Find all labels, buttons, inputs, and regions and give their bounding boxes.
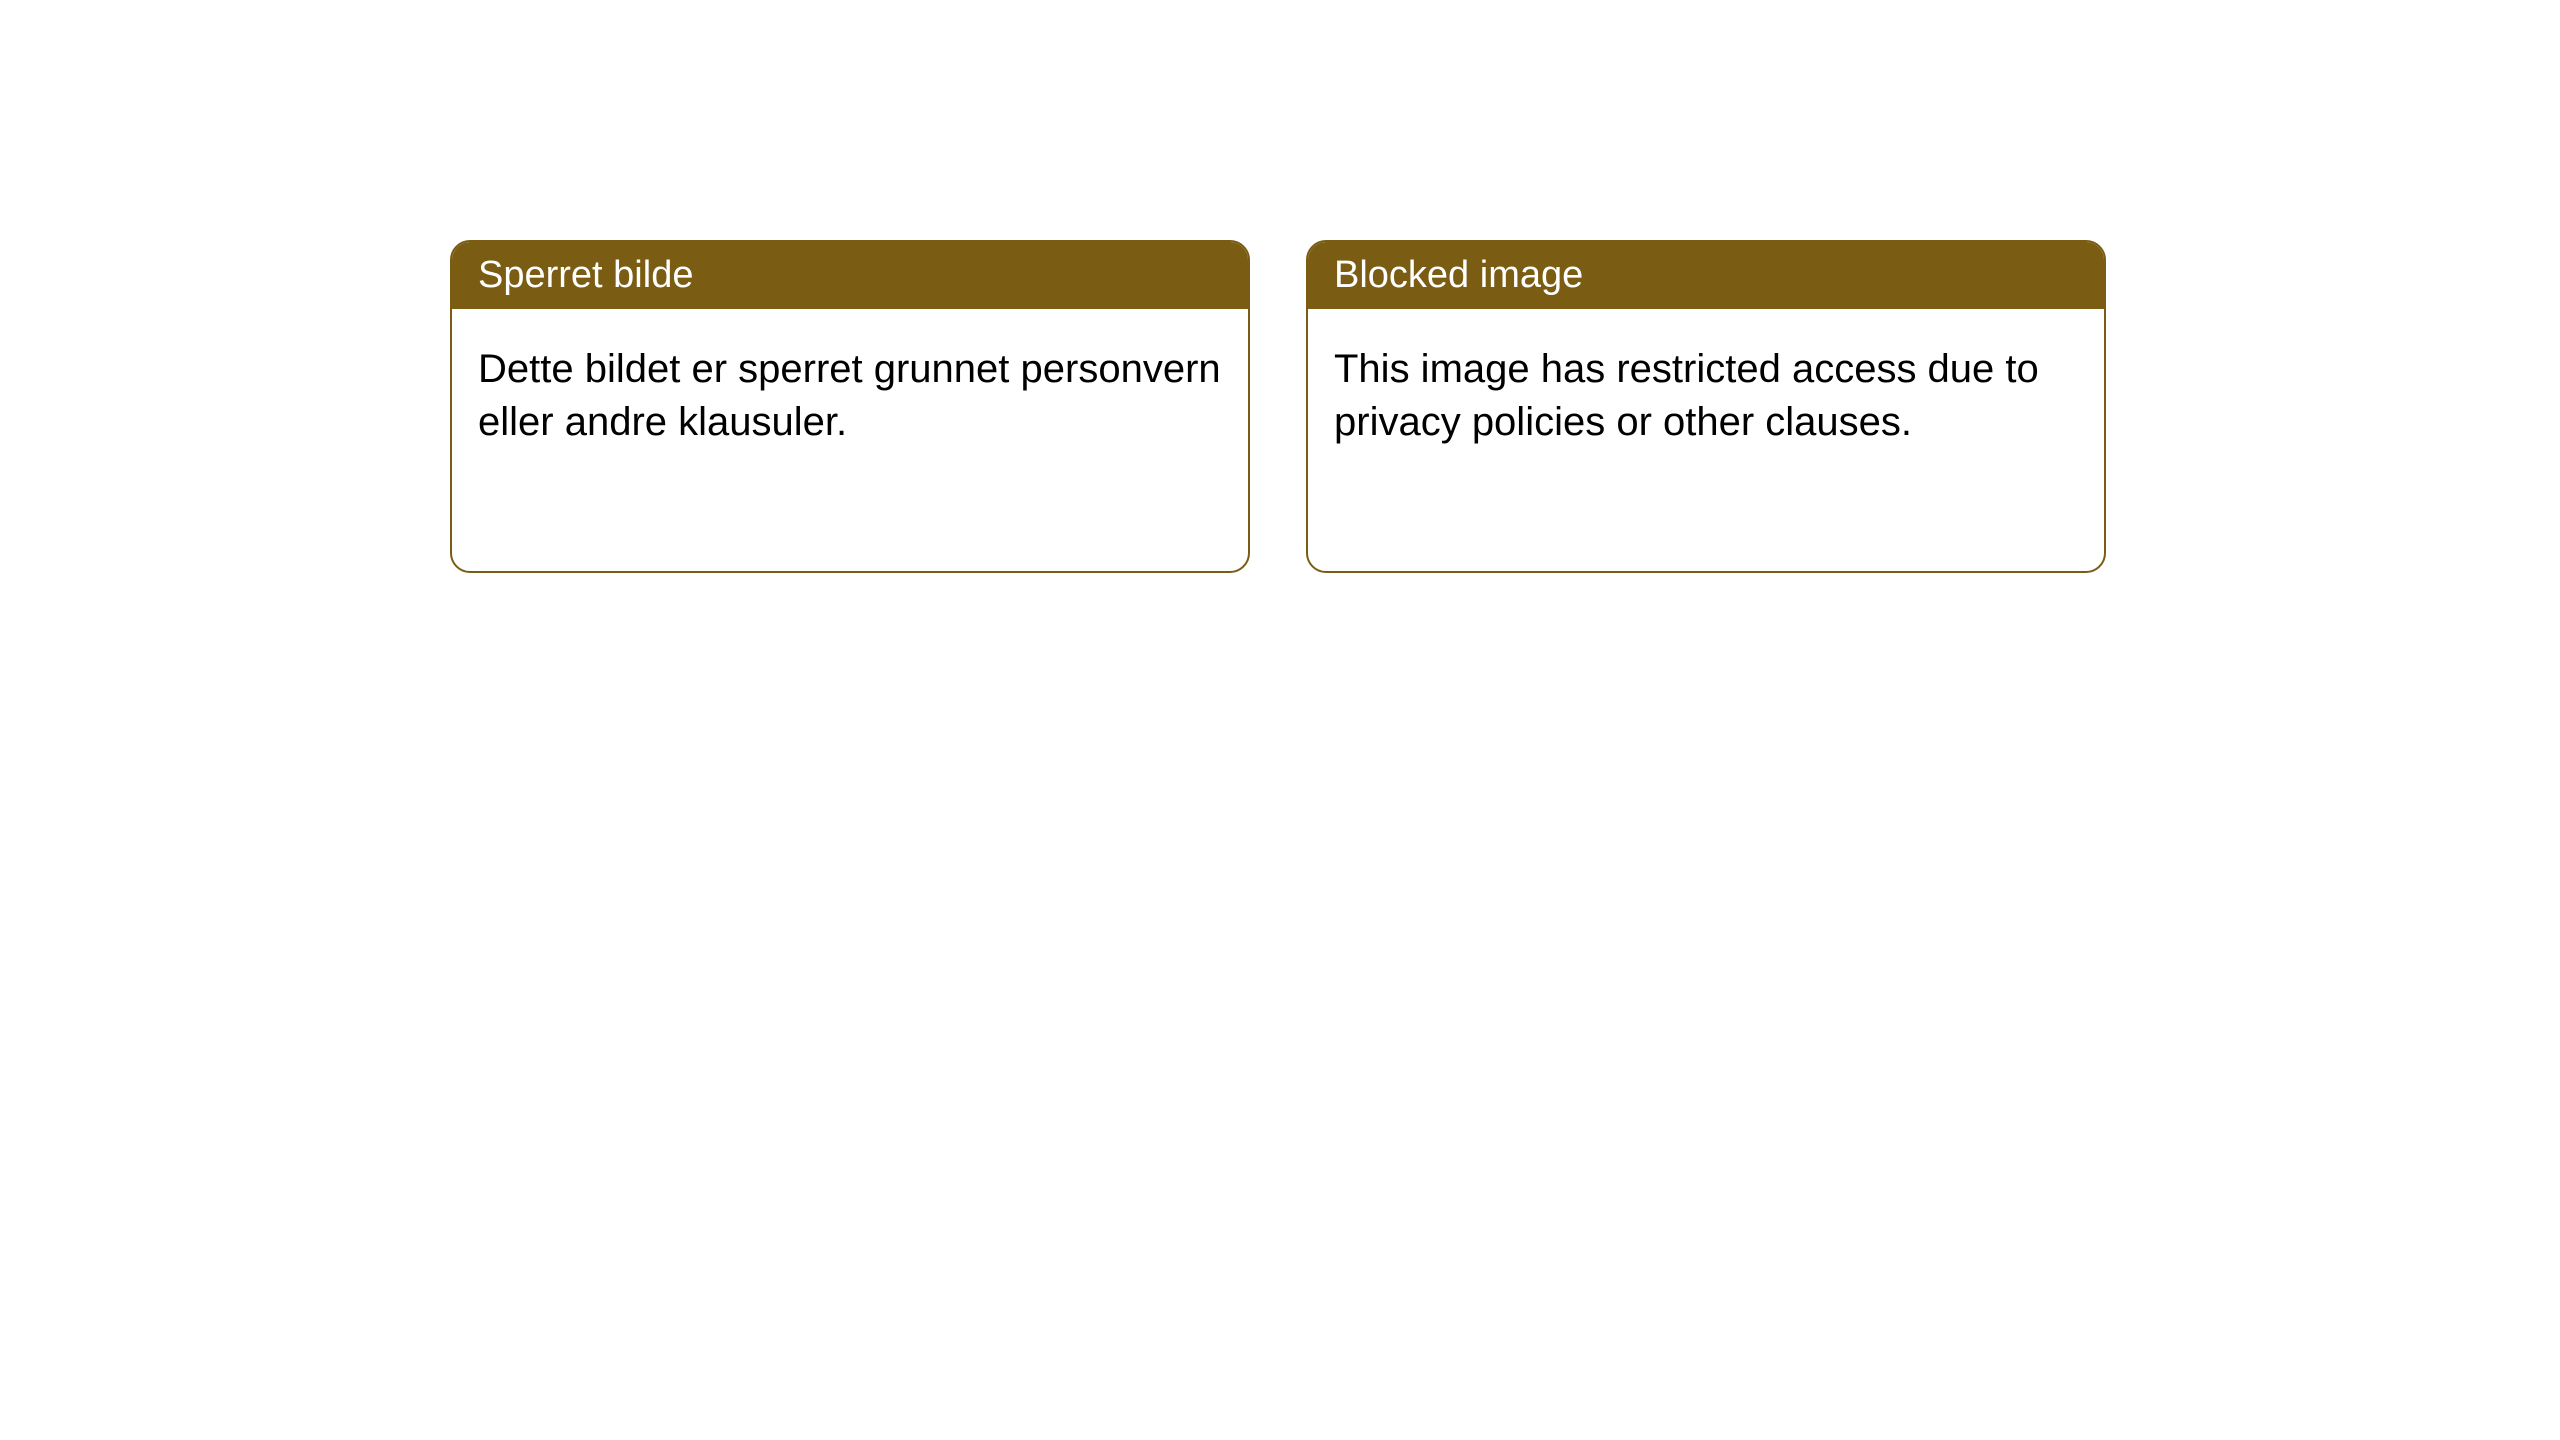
notice-title: Blocked image: [1334, 254, 1583, 296]
notice-container: Sperret bilde Dette bildet er sperret gr…: [450, 240, 2106, 573]
notice-title: Sperret bilde: [478, 254, 693, 296]
notice-body: Dette bildet er sperret grunnet personve…: [452, 309, 1248, 483]
notice-card-norwegian: Sperret bilde Dette bildet er sperret gr…: [450, 240, 1250, 573]
notice-body: This image has restricted access due to …: [1308, 309, 2104, 483]
notice-header: Blocked image: [1308, 242, 2104, 309]
notice-text: Dette bildet er sperret grunnet personve…: [478, 347, 1221, 444]
notice-card-english: Blocked image This image has restricted …: [1306, 240, 2106, 573]
notice-header: Sperret bilde: [452, 242, 1248, 309]
notice-text: This image has restricted access due to …: [1334, 347, 2039, 444]
